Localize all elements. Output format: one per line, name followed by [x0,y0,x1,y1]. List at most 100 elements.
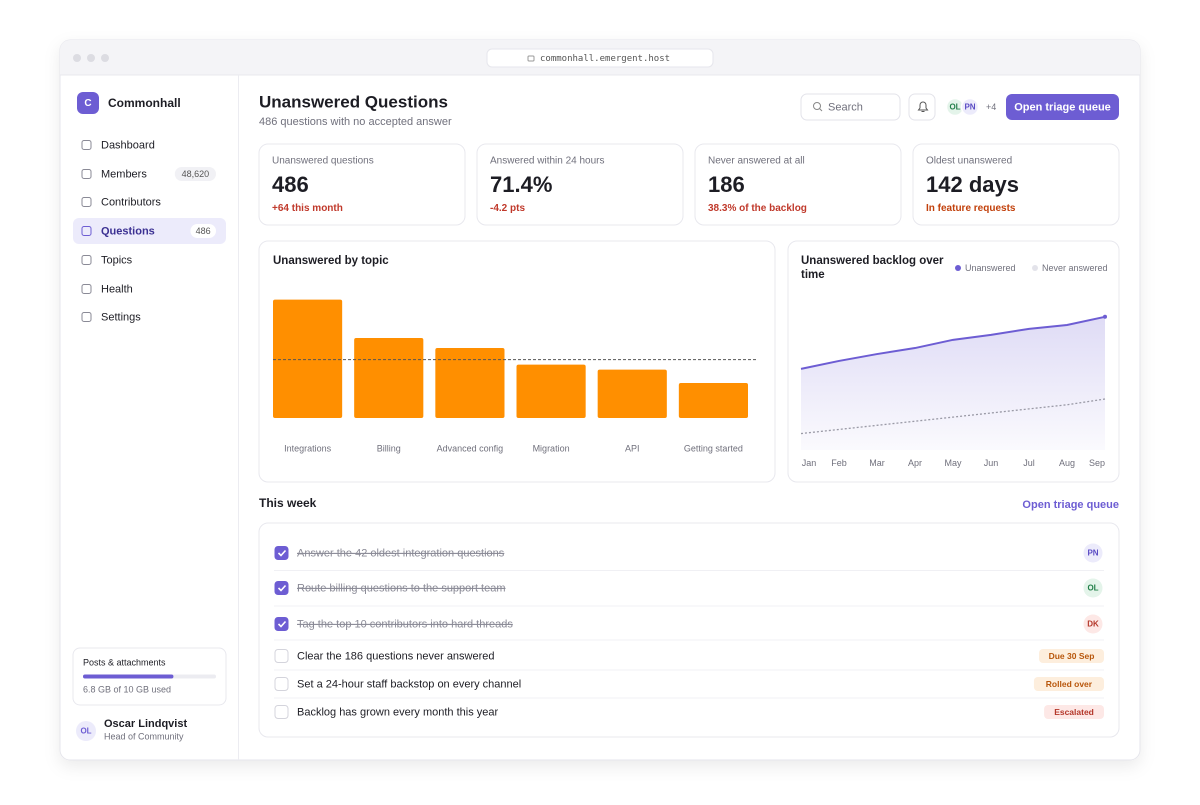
triage-button-label: Open triage queue [1014,101,1111,113]
nav-icon [81,255,92,265]
task-text: Backlog has grown every month this year [297,706,498,718]
check [277,584,287,592]
kpi-value: 486 [272,172,309,197]
kpi-card [694,143,902,226]
avatar [960,97,980,117]
area [801,316,1105,450]
end-dot [1103,314,1107,319]
task-text: Tag the top 10 contributors into hard th… [297,618,513,630]
nav-icon [81,197,92,207]
user-name: Oscar Lindqvist [104,718,187,730]
legend-dot [1032,265,1038,271]
kpi-label: Oldest unanswered [926,156,1012,167]
nav-label[interactable]: Contributors [101,196,161,208]
legend-dot [955,265,961,271]
x-tick-label: Feb [831,458,847,468]
tag: Rolled over [1046,679,1093,689]
kpi-delta: +64 this month [272,203,343,214]
bar [435,348,505,418]
x-tick-label: Migration [533,443,570,453]
kpi-label: Unanswered questions [272,156,374,167]
x-tick-label: May [944,458,962,468]
x-tick-label: Mar [869,458,885,468]
legend-label: Never answered [1042,263,1108,273]
checkbox[interactable] [274,649,289,663]
tasks-link[interactable]: Open triage queue [1022,499,1119,511]
nav-icon [81,284,92,294]
chart-title: Unanswered backlog over time [801,255,944,281]
kpi-card [912,143,1120,226]
kpi-card [258,143,466,226]
kpi-label: Never answered at all [708,156,805,167]
kpi-delta: 38.3% of the backlog [708,203,807,214]
check [277,620,287,628]
brand-initial: C [84,98,91,109]
kpi-delta: In feature requests [926,203,1016,214]
tasks-card [258,522,1120,738]
nav-label[interactable]: Settings [101,311,141,323]
x-tick-label: API [625,443,640,453]
checkbox[interactable] [274,705,289,719]
kpi-card [476,143,684,226]
assignee-avatar [1083,614,1103,634]
nav-badge-bg [174,167,216,181]
x-tick-label: Apr [908,458,922,468]
nav-label[interactable]: Topics [101,254,133,266]
tasks-title: This week [259,496,317,510]
user-role: Head of Community [104,731,184,741]
kpi-value: 71.4% [490,172,552,197]
x-tick-label: Getting started [684,443,743,453]
kpi-value: 186 [708,172,745,197]
url-bar[interactable] [486,48,714,68]
topic-card [258,240,776,483]
checkbox[interactable] [274,677,289,691]
search-box[interactable] [800,93,901,121]
x-tick-label: Sep [1089,458,1105,468]
more-members[interactable]: +4 [986,102,996,112]
checkbox[interactable] [274,546,289,560]
user-initials: OL [80,727,91,736]
nav-label[interactable]: Questions [101,225,155,237]
chart-title: Unanswered by topic [273,255,389,267]
checkbox[interactable] [274,581,289,595]
assignee-initials: OL [1087,584,1098,593]
nav-badge: 48,620 [182,169,210,179]
nav-icon [81,140,92,150]
bell-button[interactable] [908,93,936,121]
series-line [800,315,1106,370]
avatar-initials: PN [964,103,975,112]
avatar-initials: OL [949,103,960,112]
x-tick-label: Jan [802,458,817,468]
triage-button[interactable] [1006,94,1119,120]
nav-badge-bg [190,224,216,238]
nav-icon [81,169,92,179]
kpi-label: Answered within 24 hours [490,156,605,167]
assignee-initials: DK [1087,620,1099,629]
brand-logo [77,92,99,114]
checkbox[interactable] [274,617,289,631]
page-title: Unanswered Questions [259,92,448,111]
x-tick-label: Aug [1059,458,1075,468]
brand-name: Commonhall [108,96,181,110]
tag-bg [1039,649,1104,663]
nav-label[interactable]: Health [101,283,133,295]
x-tick-label: Jul [1023,458,1035,468]
url: commonhall.emergent.host [540,54,670,64]
x-tick-label: Integrations [284,443,332,453]
nav-label[interactable]: Dashboard [101,139,155,151]
check [277,549,287,557]
x-tick-label: Billing [377,443,401,453]
nav-active [73,218,226,244]
legend-label: Unanswered [965,263,1016,273]
bar [273,299,343,418]
x-tick-label: Advanced config [437,443,504,453]
task-text: Answer the 42 oldest integration questio… [297,547,505,559]
task-text: Clear the 186 questions never answered [297,650,495,662]
page-subtitle: 486 questions with no accepted answer [259,116,452,128]
nav-label[interactable]: Members [101,168,147,180]
bar [354,338,424,418]
bar [516,364,586,418]
nav-icon [81,312,92,322]
assignee-avatar [1083,543,1103,563]
